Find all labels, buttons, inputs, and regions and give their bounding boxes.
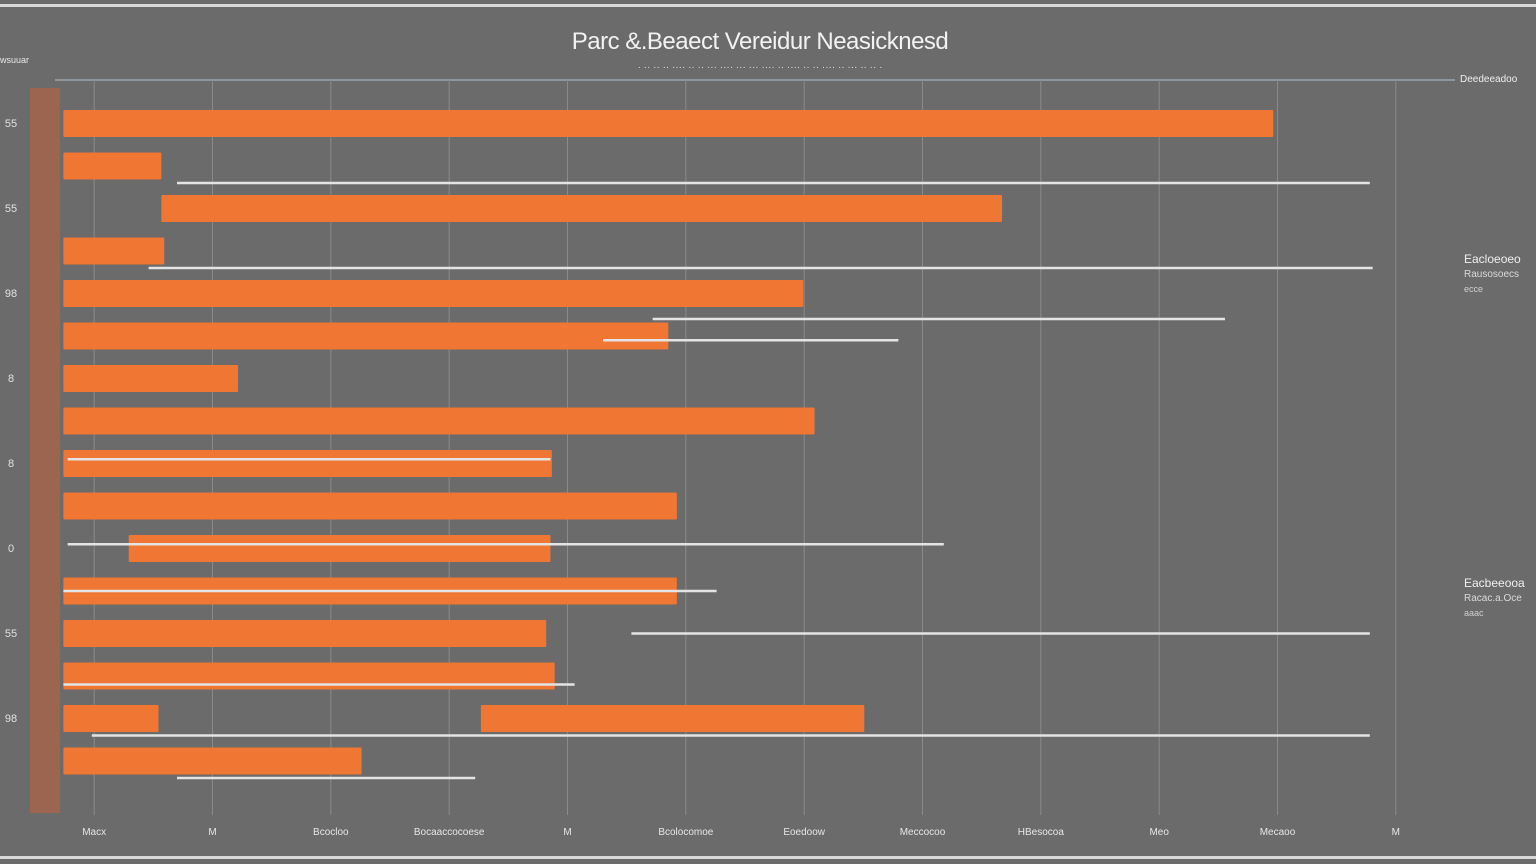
corner-label: wsuuar — [0, 55, 30, 65]
chart-subtitle: · ·· ·· ·· ···· ·· ·· ··· ···· ··· ··· ·… — [637, 62, 883, 73]
legend-block-2-title: Eacbeeooa — [1464, 576, 1525, 590]
bar — [63, 365, 239, 392]
bar — [63, 407, 815, 435]
legend-block-1-title: Eacloeoeo — [1464, 252, 1521, 266]
y-tick-label: 8 — [7, 458, 15, 470]
x-tick-label: Bocaaccocoese — [414, 827, 485, 838]
bar — [63, 662, 555, 690]
x-tick-label: Bcocloo — [313, 827, 349, 838]
bar — [480, 705, 865, 732]
bar — [63, 705, 159, 732]
legend-block-2: Eacbeeooa Racac.a.Oce aaac — [1464, 576, 1525, 621]
y-tick-label: 8 — [7, 373, 15, 385]
legend-block-1-tiny: ecce — [1464, 284, 1484, 294]
bar — [63, 747, 362, 775]
bottom-border — [0, 856, 1536, 859]
bar — [63, 152, 162, 180]
y-tick-label: 55 — [4, 118, 18, 130]
legend-top-label: Deedeeadoo — [1460, 74, 1518, 85]
x-tick-label: M — [563, 827, 571, 838]
y-tick-label: 98 — [4, 713, 18, 725]
y-tick-label: 55 — [4, 628, 18, 640]
x-tick-label: M — [208, 827, 216, 838]
y-axis-band — [30, 88, 60, 813]
x-tick-label: Meccocoo — [900, 827, 946, 838]
bar — [63, 237, 165, 265]
x-tick-label: Mecaoo — [1260, 827, 1296, 838]
bar — [63, 280, 804, 307]
legend-block-1-sub: Rausosoecs — [1464, 269, 1520, 280]
legend-block-1: Eacloeoeo Rausosoecs ecce — [1464, 252, 1521, 297]
bar — [63, 492, 677, 520]
chart-title: Parc &.Beaect Vereidur Neasicknesd — [571, 28, 949, 55]
x-tick-label: HBesocoa — [1018, 827, 1065, 838]
x-tick-label: Eoedoow — [783, 827, 825, 838]
bar — [63, 110, 1274, 137]
bar — [128, 535, 551, 562]
y-tick-label: 98 — [4, 288, 18, 300]
x-tick-label: Bcolocomoe — [658, 827, 713, 838]
x-tick-label: Macx — [82, 827, 106, 838]
bar — [63, 322, 669, 350]
top-border — [0, 4, 1536, 7]
bar — [63, 620, 547, 647]
bar — [63, 450, 552, 477]
y-tick-label: 55 — [4, 203, 18, 215]
legend-block-2-tiny: aaac — [1464, 608, 1484, 618]
x-tick-label: M — [1392, 827, 1400, 838]
x-tick-label: Meo — [1149, 827, 1169, 838]
y-tick-label: 0 — [7, 543, 15, 555]
bar — [161, 195, 1003, 222]
legend-block-2-sub: Racac.a.Oce — [1464, 593, 1522, 604]
